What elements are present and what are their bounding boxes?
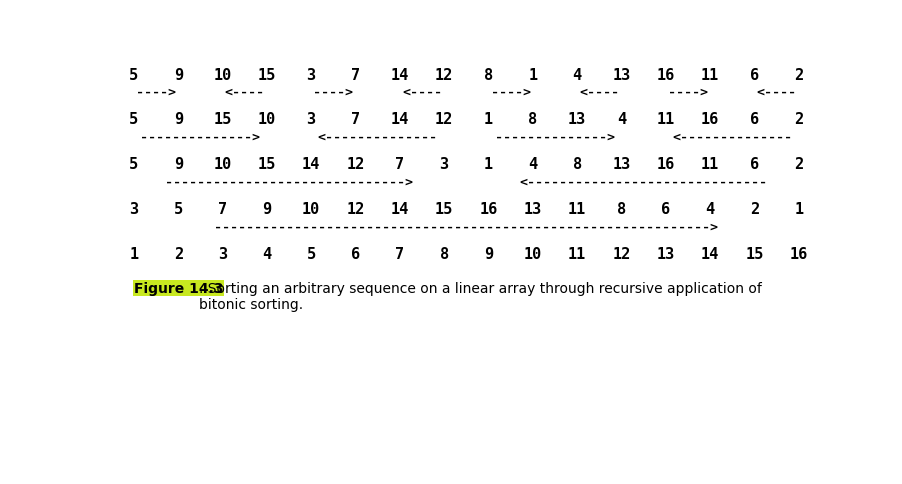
Text: 9: 9 [483,246,492,261]
Text: 9: 9 [262,201,272,216]
Text: ---->: ----> [667,86,707,99]
Text: 16: 16 [788,246,807,261]
Text: <------------------------------: <------------------------------ [519,175,767,188]
Text: 11: 11 [567,201,585,216]
Text: 10: 10 [213,67,232,82]
Text: -------------->: --------------> [494,131,614,144]
Text: 7: 7 [351,112,360,127]
Text: 8: 8 [572,157,581,172]
Text: 2: 2 [793,112,803,127]
Text: 4: 4 [616,112,625,127]
Text: 7: 7 [351,67,360,82]
Text: 14: 14 [391,201,409,216]
Text: 5: 5 [129,157,138,172]
Text: 4: 4 [572,67,581,82]
Text: 13: 13 [656,246,674,261]
Text: 14: 14 [391,67,409,82]
Text: 6: 6 [749,67,758,82]
Text: ------------------------------>: ------------------------------> [165,175,412,188]
Text: 3: 3 [217,246,226,261]
Text: 9: 9 [173,112,182,127]
Text: 9: 9 [173,157,182,172]
Text: -------------------------------------------------------------->: ----------------------------------------… [214,220,717,233]
Text: 11: 11 [656,112,674,127]
Text: 7: 7 [395,157,404,172]
Text: . Sorting an arbitrary sequence on a linear array through recursive application : . Sorting an arbitrary sequence on a lin… [198,282,761,312]
Text: ---->: ----> [313,86,353,99]
Text: 13: 13 [567,112,585,127]
Text: 12: 12 [435,67,453,82]
Text: 3: 3 [439,157,448,172]
Text: 2: 2 [793,67,803,82]
Text: <--------------: <-------------- [318,131,437,144]
Text: 3: 3 [129,201,138,216]
Text: ---->: ----> [136,86,176,99]
Text: 2: 2 [793,157,803,172]
Text: 1: 1 [129,246,138,261]
Text: -------------->: --------------> [140,131,260,144]
Text: <--------------: <-------------- [671,131,791,144]
Text: 3: 3 [307,112,316,127]
Text: 12: 12 [346,157,364,172]
Text: 11: 11 [700,67,718,82]
Text: 10: 10 [213,157,232,172]
Text: <----: <---- [225,86,264,99]
Text: 6: 6 [749,112,758,127]
Text: 8: 8 [483,67,492,82]
Text: 14: 14 [700,246,718,261]
Text: 10: 10 [257,112,276,127]
Text: 15: 15 [435,201,453,216]
Text: 1: 1 [483,157,492,172]
Text: 5: 5 [129,67,138,82]
Text: 1: 1 [528,67,537,82]
Text: <----: <---- [578,86,619,99]
Text: 14: 14 [391,112,409,127]
Text: 10: 10 [523,246,541,261]
Text: 13: 13 [612,67,630,82]
Text: 12: 12 [612,246,630,261]
Text: 16: 16 [656,157,674,172]
Text: 8: 8 [616,201,625,216]
Text: 5: 5 [129,112,138,127]
Text: 15: 15 [744,246,763,261]
Text: <----: <---- [756,86,796,99]
Text: 7: 7 [395,246,404,261]
Text: 10: 10 [301,201,320,216]
Text: 4: 4 [528,157,537,172]
Text: 15: 15 [213,112,232,127]
Text: 16: 16 [700,112,718,127]
Text: 16: 16 [479,201,497,216]
Text: 12: 12 [435,112,453,127]
Text: 16: 16 [656,67,674,82]
Text: Figure 14.3: Figure 14.3 [133,282,223,296]
Text: 6: 6 [351,246,360,261]
Text: 15: 15 [257,157,276,172]
Text: 1: 1 [793,201,803,216]
Text: 4: 4 [262,246,272,261]
Text: <----: <---- [401,86,441,99]
Text: 11: 11 [700,157,718,172]
Text: 2: 2 [749,201,758,216]
Text: 13: 13 [612,157,630,172]
Text: 15: 15 [257,67,276,82]
Text: 9: 9 [173,67,182,82]
Text: 7: 7 [217,201,226,216]
Text: 3: 3 [307,67,316,82]
Text: 4: 4 [704,201,713,216]
Text: 5: 5 [173,201,182,216]
Text: 2: 2 [173,246,182,261]
Text: 8: 8 [439,246,448,261]
Text: 6: 6 [749,157,758,172]
Text: 1: 1 [483,112,492,127]
Text: 6: 6 [660,201,669,216]
Text: 13: 13 [523,201,541,216]
Text: 12: 12 [346,201,364,216]
Text: 8: 8 [528,112,537,127]
Text: 11: 11 [567,246,585,261]
Text: ---->: ----> [490,86,530,99]
Text: 14: 14 [301,157,320,172]
Text: 5: 5 [307,246,316,261]
